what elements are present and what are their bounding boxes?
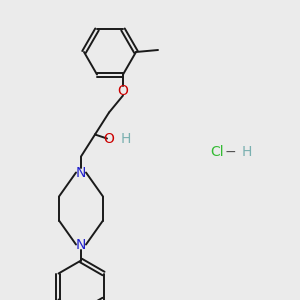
- Text: N: N: [76, 238, 86, 251]
- Text: H: H: [121, 131, 131, 146]
- Text: O: O: [103, 131, 114, 146]
- Text: −: −: [224, 145, 236, 159]
- Text: O: O: [118, 83, 128, 98]
- Text: H: H: [242, 145, 252, 159]
- Text: Cl: Cl: [210, 145, 224, 159]
- Text: N: N: [76, 166, 86, 179]
